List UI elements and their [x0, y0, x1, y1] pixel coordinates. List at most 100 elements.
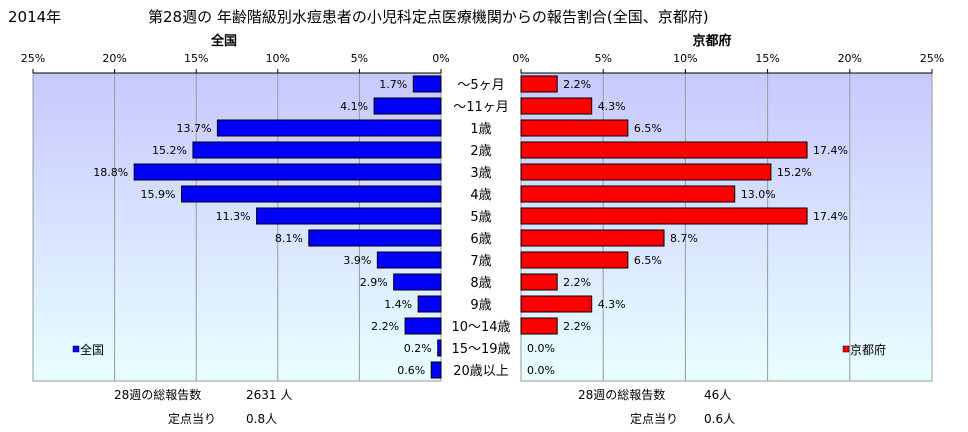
- kyoto-tick-label: 0%: [512, 52, 529, 65]
- category-label: 8歳: [470, 276, 491, 291]
- category-label: ～5ヶ月: [457, 78, 504, 93]
- kyoto-bar: [520, 141, 808, 159]
- category-label: 20歳以上: [453, 364, 509, 379]
- national-bar: [437, 339, 442, 357]
- chart-title: 第28週の 年齢階級別水痘患者の小児科定点医療機関からの報告割合(全国、京都府): [148, 8, 709, 26]
- category-label: 4歳: [470, 188, 491, 203]
- kyoto-legend-swatch: [842, 345, 850, 353]
- kyoto-plot-area: [520, 72, 933, 382]
- national-per-value: 0.8人: [246, 412, 278, 426]
- kyoto-tick-label: 15%: [755, 52, 779, 65]
- kyoto-data-label: 15.2%: [777, 166, 812, 179]
- category-label: 6歳: [470, 232, 491, 247]
- national-per-label: 定点当り: [168, 412, 217, 426]
- national-panel-title: 全国: [210, 33, 237, 49]
- national-bar: [216, 119, 442, 137]
- national-data-label: 15.2%: [152, 144, 187, 157]
- category-label: 3歳: [470, 166, 491, 181]
- kyoto-data-label: 4.3%: [598, 100, 626, 113]
- kyoto-data-label: 17.4%: [813, 144, 848, 157]
- kyoto-tick-label: 5%: [594, 52, 611, 65]
- national-data-label: 8.1%: [275, 232, 303, 245]
- national-legend-swatch: [72, 345, 80, 353]
- kyoto-data-label: 0.0%: [527, 342, 555, 355]
- category-label: 1歳: [470, 122, 491, 137]
- national-bar: [192, 141, 442, 159]
- kyoto-bar: [520, 295, 593, 313]
- kyoto-data-label: 2.2%: [563, 320, 591, 333]
- kyoto-per-value: 0.6人: [704, 412, 736, 426]
- national-total-value: 2631 人: [246, 388, 293, 402]
- kyoto-data-label: 0.0%: [527, 364, 555, 377]
- national-bar: [393, 273, 442, 291]
- kyoto-bar: [520, 207, 808, 225]
- national-bar: [256, 207, 442, 225]
- national-data-label: 0.6%: [397, 364, 425, 377]
- kyoto-data-label: 4.3%: [598, 298, 626, 311]
- national-data-label: 1.4%: [384, 298, 412, 311]
- kyoto-bar: [520, 229, 665, 247]
- national-tick-label: 5%: [351, 52, 368, 65]
- category-label: ～11ヶ月: [453, 100, 509, 115]
- national-data-label: 4.1%: [340, 100, 368, 113]
- national-tick-label: 20%: [102, 52, 126, 65]
- kyoto-bar: [520, 163, 772, 181]
- national-bar: [376, 251, 442, 269]
- national-bar: [373, 97, 442, 115]
- category-label: 2歳: [470, 144, 491, 159]
- kyoto-data-label: 6.5%: [634, 254, 662, 267]
- kyoto-bar: [520, 185, 736, 203]
- national-data-label: 0.2%: [404, 342, 432, 355]
- national-tick-label: 10%: [266, 52, 290, 65]
- kyoto-data-label: 8.7%: [670, 232, 698, 245]
- kyoto-bar: [520, 273, 558, 291]
- national-plot-area: [32, 72, 442, 382]
- kyoto-data-label: 13.0%: [741, 188, 776, 201]
- national-data-label: 2.9%: [360, 276, 388, 289]
- national-bar: [133, 163, 442, 181]
- kyoto-bar: [520, 75, 558, 93]
- national-bar: [404, 317, 442, 335]
- kyoto-legend-label: 京都府: [850, 342, 886, 357]
- national-tick-label: 0%: [432, 52, 449, 65]
- national-bar: [430, 361, 442, 379]
- year-label: 2014年: [8, 8, 62, 26]
- national-bar: [181, 185, 442, 203]
- category-label: 7歳: [470, 254, 491, 269]
- national-data-label: 3.9%: [343, 254, 371, 267]
- kyoto-tick-label: 25%: [920, 52, 944, 65]
- kyoto-bar: [520, 119, 629, 137]
- category-label: 10～14歳: [451, 320, 510, 335]
- kyoto-total-label: 28週の総報告数: [578, 388, 666, 402]
- kyoto-data-label: 17.4%: [813, 210, 848, 223]
- kyoto-data-label: 2.2%: [563, 78, 591, 91]
- kyoto-panel-title: 京都府: [692, 33, 731, 49]
- national-bar: [417, 295, 442, 313]
- kyoto-per-label: 定点当り: [630, 412, 679, 426]
- kyoto-bar: [520, 317, 558, 335]
- national-data-label: 2.2%: [371, 320, 399, 333]
- category-label: 5歳: [470, 210, 491, 225]
- kyoto-tick-label: 10%: [673, 52, 697, 65]
- national-tick-label: 25%: [21, 52, 45, 65]
- category-label: 9歳: [470, 298, 491, 313]
- national-data-label: 15.9%: [141, 188, 176, 201]
- national-total-label: 28週の総報告数: [114, 388, 202, 402]
- kyoto-data-label: 2.2%: [563, 276, 591, 289]
- national-legend-label: 全国: [80, 342, 104, 357]
- national-data-label: 13.7%: [176, 122, 211, 135]
- category-label: 15～19歳: [451, 342, 510, 357]
- national-data-label: 11.3%: [216, 210, 251, 223]
- kyoto-bar: [520, 97, 593, 115]
- national-data-label: 18.8%: [93, 166, 128, 179]
- national-bar: [412, 75, 442, 93]
- national-tick-label: 15%: [184, 52, 208, 65]
- kyoto-tick-label: 20%: [838, 52, 862, 65]
- kyoto-total-value: 46人: [704, 388, 732, 402]
- national-bar: [308, 229, 442, 247]
- national-data-label: 1.7%: [379, 78, 407, 91]
- kyoto-data-label: 6.5%: [634, 122, 662, 135]
- kyoto-bar: [520, 251, 629, 269]
